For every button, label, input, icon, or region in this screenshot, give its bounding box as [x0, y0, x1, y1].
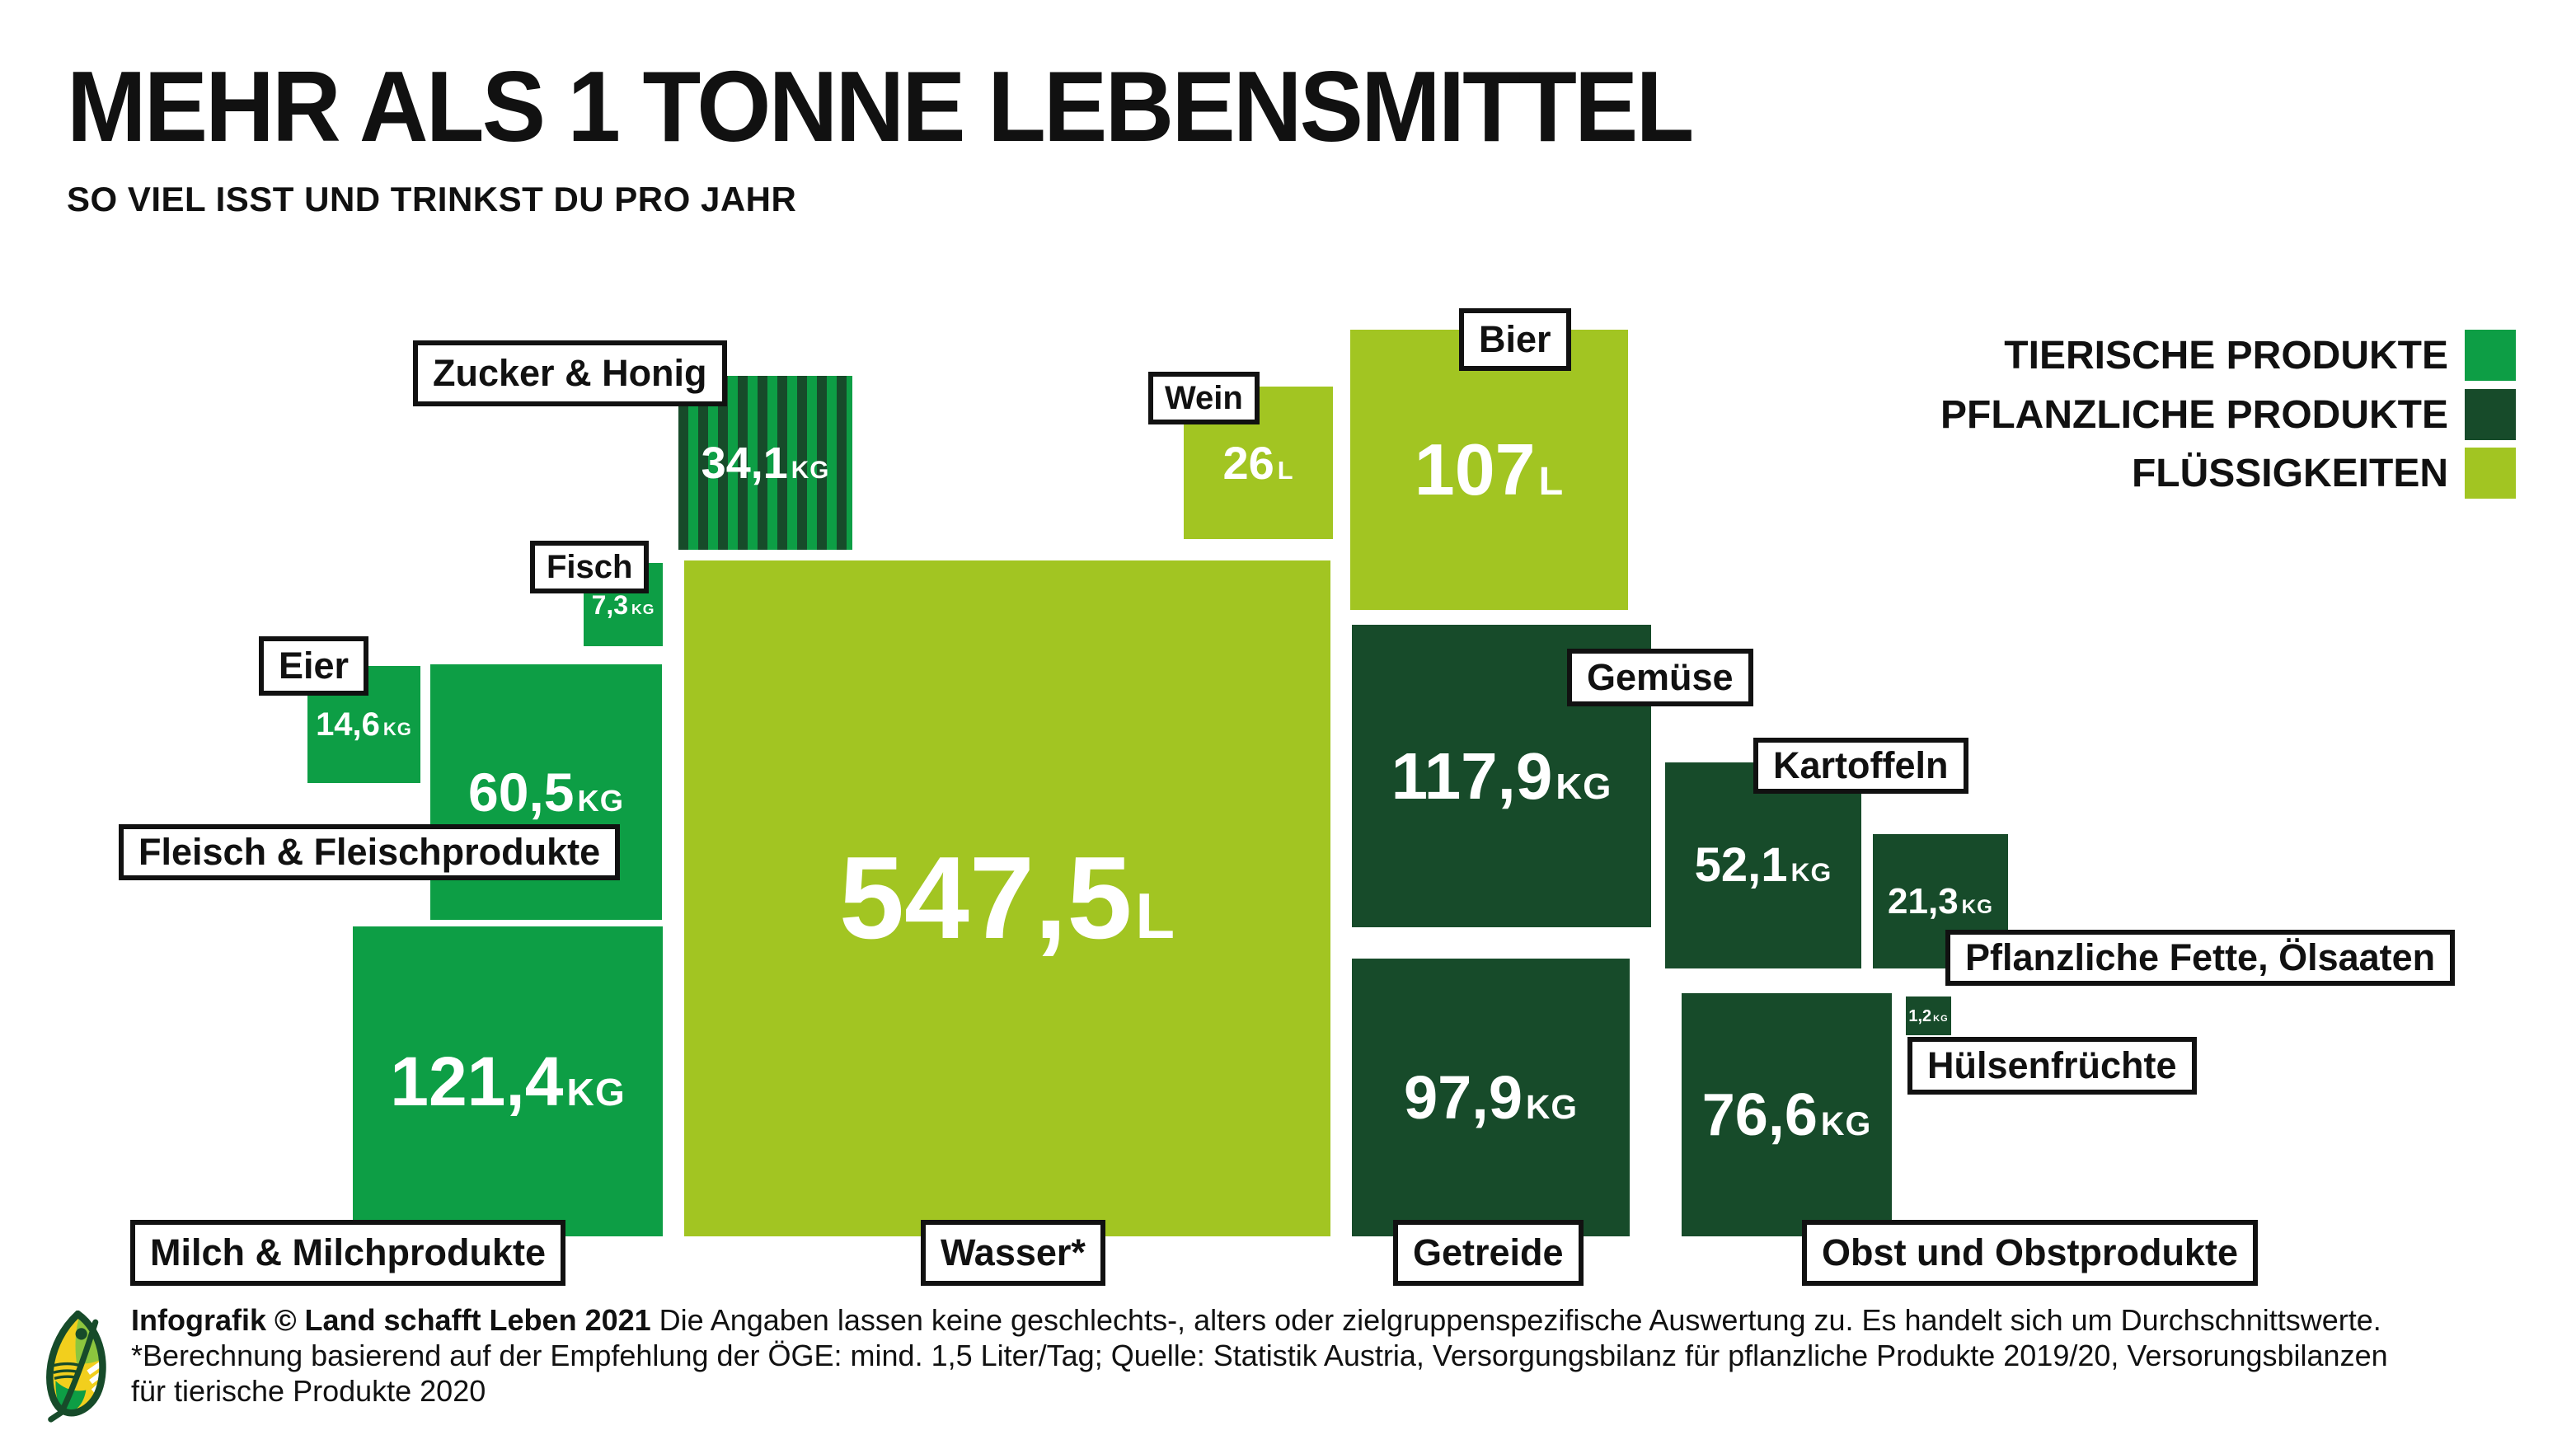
legend-label-pflanzliche-produkte: PFLANZLICHE PRODUKTE	[1940, 392, 2448, 437]
square-getreide: 97,9 KG	[1352, 959, 1630, 1236]
square-fleisch: 60,5 KG	[430, 664, 662, 920]
value-obst: 76,6 KG	[1701, 1081, 1872, 1148]
square-kartoffeln: 52,1 KG	[1665, 762, 1861, 968]
value-eier: 14,6 KG	[316, 706, 412, 743]
legend-row-fluessigkeiten: FLÜSSIGKEITEN	[2132, 448, 2516, 499]
footer-line-3: für tierische Produkte 2020	[131, 1374, 486, 1409]
label-pflanzliche-fette: Pflanzliche Fette, Ölsaaten	[1945, 930, 2456, 986]
value-gemuese: 117,9 KG	[1391, 739, 1612, 813]
value-milch: 121,4 KG	[390, 1043, 626, 1120]
legend-swatch-tierische-produkte	[2465, 330, 2516, 381]
footer-line-2: *Berechnung basierend auf der Empfehlung…	[131, 1339, 2388, 1373]
label-obst: Obst und Obstprodukte	[1802, 1220, 2258, 1286]
label-gemuese: Gemüse	[1567, 649, 1753, 706]
footer-note: Infografik © Land schafft Leben 2021 Die…	[131, 1302, 2546, 1409]
page-title: MEHR ALS 1 TONNE LEBENSMITTEL	[67, 50, 1694, 162]
label-bier: Bier	[1459, 308, 1571, 371]
label-huelsenfruechte: Hülsenfrüchte	[1907, 1037, 2197, 1095]
value-fleisch: 60,5 KG	[468, 762, 624, 823]
square-obst: 76,6 KG	[1682, 993, 1892, 1236]
label-wasser: Wasser*	[921, 1220, 1105, 1286]
value-huelsenfruechte: 1,2 KG	[1908, 1006, 1949, 1025]
legend-row-pflanzliche-produkte: PFLANZLICHE PRODUKTE	[1940, 389, 2516, 440]
value-wein: 26 L	[1222, 436, 1294, 489]
footer-line-1: Infografik © Land schafft Leben 2021 Die…	[131, 1302, 2546, 1338]
label-getreide: Getreide	[1393, 1220, 1584, 1286]
footer-disclaimer: Die Angaben lassen keine geschlechts-, a…	[650, 1303, 2381, 1337]
value-pflanzliche-fette: 21,3 KG	[1888, 880, 1993, 921]
value-wasser: 547,5 L	[838, 832, 1176, 964]
land-schafft-leben-logo	[41, 1309, 112, 1432]
legend-row-tierische-produkte: TIERISCHE PRODUKTE	[2004, 330, 2516, 381]
square-gemuese: 117,9 KG	[1352, 625, 1651, 927]
square-wasser: 547,5 L	[684, 560, 1330, 1236]
value-kartoffeln: 52,1 KG	[1694, 838, 1832, 892]
label-eier: Eier	[259, 636, 369, 696]
legend-label-tierische-produkte: TIERISCHE PRODUKTE	[2004, 333, 2448, 377]
label-zucker-honig: Zucker & Honig	[413, 340, 727, 406]
value-bier: 107 L	[1414, 429, 1565, 510]
label-milch: Milch & Milchprodukte	[130, 1220, 566, 1286]
square-bier: 107 L	[1350, 330, 1628, 610]
square-zucker-honig: 34,1 KG	[678, 376, 852, 550]
legend-swatch-pflanzliche-produkte	[2465, 389, 2516, 440]
value-getreide: 97,9 KG	[1403, 1062, 1579, 1132]
label-kartoffeln: Kartoffeln	[1753, 738, 1968, 794]
square-milch: 121,4 KG	[353, 926, 663, 1236]
leaf-logo-icon	[46, 1309, 107, 1423]
label-wein: Wein	[1148, 372, 1260, 424]
footer-credit: Infografik © Land schafft Leben 2021	[131, 1303, 651, 1337]
value-zucker-honig: 34,1 KG	[701, 438, 830, 488]
label-fleisch: Fleisch & Fleischprodukte	[119, 824, 621, 880]
value-fisch: 7,3 KG	[591, 589, 655, 620]
square-huelsenfruechte: 1,2 KG	[1906, 996, 1951, 1035]
label-fisch: Fisch	[530, 541, 650, 593]
legend-swatch-fluessigkeiten	[2465, 448, 2516, 499]
legend-label-fluessigkeiten: FLÜSSIGKEITEN	[2131, 451, 2448, 495]
page-subtitle: SO VIEL ISST UND TRINKST DU PRO JAHR	[67, 180, 797, 218]
